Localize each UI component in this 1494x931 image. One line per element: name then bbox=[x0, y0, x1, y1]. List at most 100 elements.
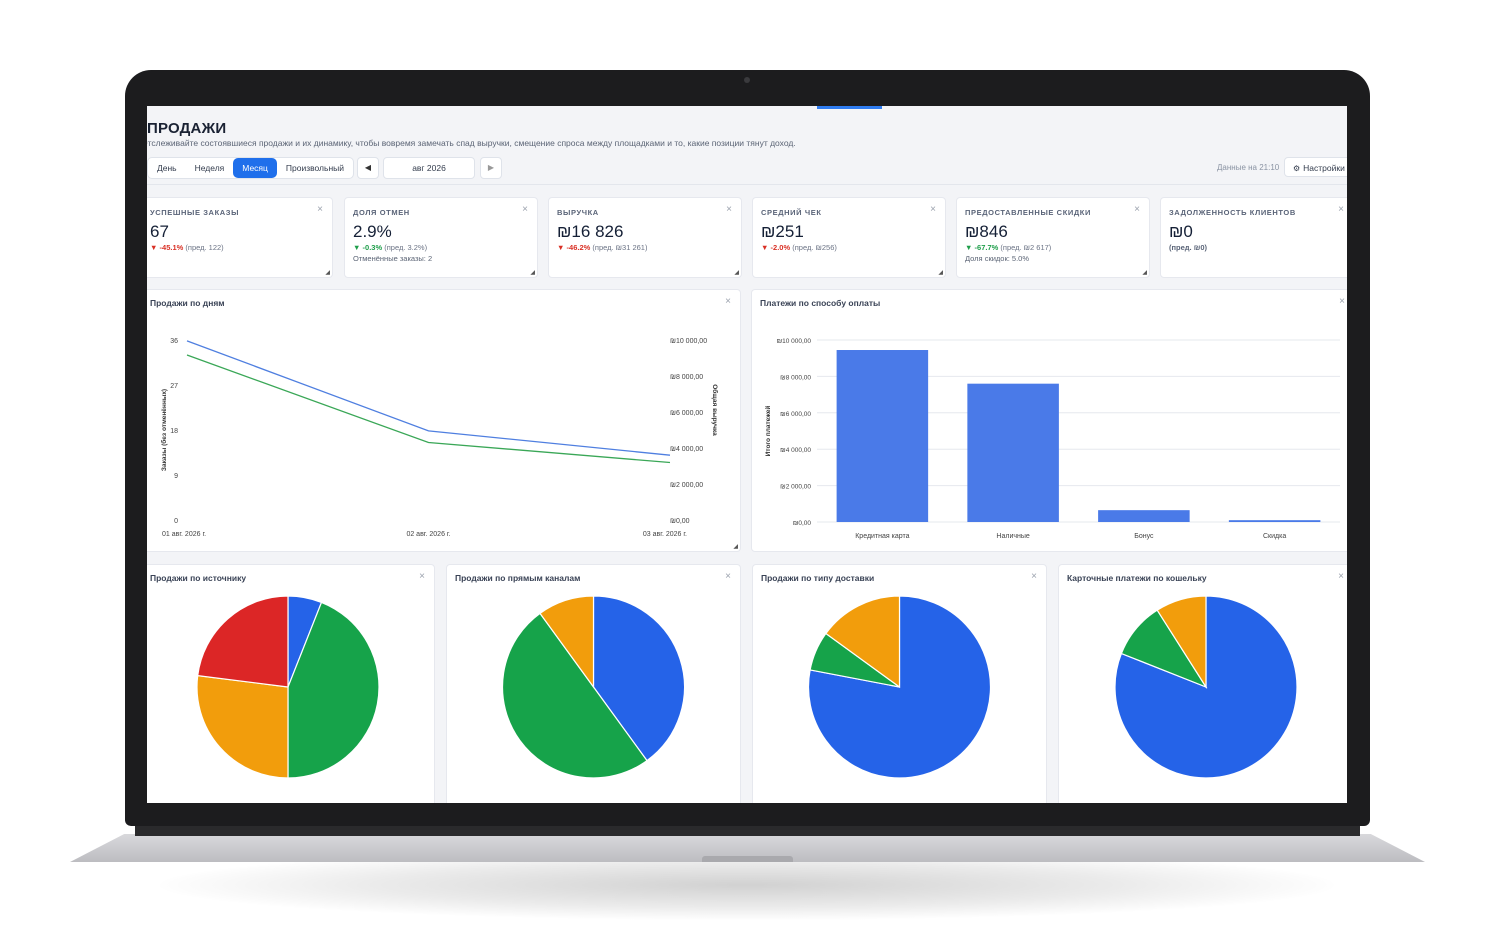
bar bbox=[1228, 520, 1321, 522]
pie-slice bbox=[1156, 595, 1207, 690]
current-period[interactable]: авг 2026 bbox=[383, 157, 475, 179]
panel-payments-by-method: Платежи по способу оплаты × ₪0,00 ₪2 000,… bbox=[751, 289, 1347, 552]
kpi-value: ₪0 bbox=[1169, 222, 1193, 241]
close-icon[interactable]: × bbox=[1338, 571, 1344, 582]
kpi-card-orders: УСПЕШНЫЕ ЗАКАЗЫ 67 ▼ -45.1% (пред. 122) … bbox=[147, 197, 333, 278]
kpi-extra: Отменённые заказы: 2 bbox=[353, 254, 433, 263]
y-axis-label: Заказы (без отменённых) bbox=[160, 389, 168, 471]
bar-chart: ₪0,00 ₪2 000,00 ₪4 000,00 ₪6 000,00 ₪8 000,0… bbox=[764, 338, 1340, 540]
kpi-value: 67 bbox=[150, 222, 169, 241]
y-axis-label: Итого платежей bbox=[764, 406, 772, 457]
pie-slice bbox=[807, 595, 992, 779]
close-icon[interactable]: × bbox=[419, 571, 425, 582]
down-arrow-icon: ▼ bbox=[965, 243, 973, 252]
settings-button[interactable]: ⚙ Настройки bbox=[1284, 157, 1347, 177]
x-tick-label: Бонус bbox=[1134, 533, 1154, 540]
resize-handle-icon[interactable]: ◢ bbox=[938, 270, 943, 276]
y-tick-label: 0 bbox=[174, 518, 178, 525]
period-custom[interactable]: Произвольный bbox=[285, 163, 345, 173]
line-chart: 0 9 18 27 36 ₪0,00 ₪2 000,00 ₪4 000,00 ₪6 000,00… bbox=[160, 338, 719, 538]
close-icon[interactable]: × bbox=[1339, 296, 1345, 307]
bar bbox=[967, 383, 1059, 522]
pie-slice bbox=[501, 612, 648, 779]
period-day[interactable]: День bbox=[157, 163, 177, 173]
kpi-value: ₪251 bbox=[761, 222, 804, 241]
close-icon[interactable]: × bbox=[1031, 571, 1037, 582]
close-icon[interactable]: × bbox=[1134, 204, 1140, 215]
laptop-notch bbox=[702, 856, 793, 862]
header-divider bbox=[147, 184, 1347, 185]
close-icon[interactable]: × bbox=[317, 204, 323, 215]
down-arrow-icon: ▼ bbox=[353, 243, 361, 252]
pie-slice bbox=[197, 595, 289, 688]
pie-chart-source bbox=[196, 595, 380, 779]
x-tick-label: 02 авг. 2026 г. bbox=[406, 531, 450, 538]
x-tick-label: 03 авг. 2026 г. bbox=[643, 531, 687, 538]
panel-title: Платежи по способу оплаты bbox=[760, 298, 881, 308]
period-month[interactable]: Месяц bbox=[233, 158, 277, 178]
y-tick-label: 36 bbox=[170, 338, 178, 345]
kpi-label: СРЕДНИЙ ЧЕК bbox=[761, 208, 822, 217]
kpi-label: ДОЛЯ ОТМЕН bbox=[353, 208, 410, 217]
panel-sales-by-day: Продажи по дням × ◢ 0 9 18 27 36 ₪0,00 ₪2 000,… bbox=[147, 289, 741, 552]
y-right-tick-label: ₪0,00 bbox=[670, 518, 690, 525]
resize-handle-icon[interactable]: ◢ bbox=[530, 270, 535, 276]
close-icon[interactable]: × bbox=[1338, 204, 1344, 215]
kpi-delta: ▼ -46.2% (пред. ₪31 261) bbox=[557, 243, 648, 252]
prev-period-button[interactable]: ◀ bbox=[357, 157, 379, 179]
kpi-card-revenue: ВЫРУЧКА ₪16 826 ▼ -46.2% (пред. ₪31 261)… bbox=[548, 197, 742, 278]
kpi-label: ВЫРУЧКА bbox=[557, 208, 599, 217]
kpi-label: ПРЕДОСТАВЛЕННЫЕ СКИДКИ bbox=[965, 208, 1091, 217]
resize-handle-icon[interactable]: ◢ bbox=[1142, 270, 1147, 276]
pie-chart-direct-channel bbox=[501, 595, 686, 779]
pie-slice bbox=[287, 601, 380, 779]
resize-handle-icon[interactable]: ◢ bbox=[325, 270, 330, 276]
y-right-axis-label: Общая выручка bbox=[711, 384, 719, 436]
gear-icon: ⚙ bbox=[1293, 164, 1301, 173]
laptop-hinge bbox=[135, 826, 1360, 836]
resize-handle-icon[interactable]: ◢ bbox=[734, 270, 739, 276]
y-tick-label: 9 bbox=[174, 473, 178, 480]
kpi-card-customer-debt: ЗАДОЛЖЕННОСТЬ КЛИЕНТОВ ₪0 (пред. ₪0) × bbox=[1160, 197, 1347, 278]
y-right-tick-label: ₪8 000,00 bbox=[670, 374, 703, 381]
x-tick-label: Наличные bbox=[996, 533, 1029, 540]
data-timestamp: Данные на 21:10 bbox=[1217, 163, 1280, 172]
close-icon[interactable]: × bbox=[522, 204, 528, 215]
close-icon[interactable]: × bbox=[726, 204, 732, 215]
pie-slice bbox=[825, 595, 901, 689]
page-title: ПРОДАЖИ bbox=[147, 120, 227, 137]
y-tick-label: ₪8 000,00 bbox=[780, 374, 811, 381]
y-tick-label: ₪10 000,00 bbox=[777, 338, 812, 345]
kpi-card-cancel-rate: ДОЛЯ ОТМЕН 2.9% ▼ -0.3% (пред. 3.2%) Отм… bbox=[344, 197, 538, 278]
x-tick-label: 01 авг. 2026 г. bbox=[162, 531, 206, 538]
pie-chart-wallet bbox=[1114, 595, 1298, 779]
pie-slice bbox=[196, 674, 289, 779]
x-tick-label: Кредитная карта bbox=[855, 533, 909, 540]
kpi-delta: (пред. ₪0) bbox=[1169, 243, 1208, 252]
y-right-tick-label: ₪10 000,00 bbox=[670, 338, 707, 345]
panel-title: Продажи по типу доставки bbox=[761, 573, 875, 583]
y-right-tick-label: ₪4 000,00 bbox=[670, 446, 703, 453]
y-tick-label: 18 bbox=[170, 428, 178, 435]
kpi-delta: ▼ -67.7% (пред. ₪2 617) bbox=[965, 243, 1052, 252]
resize-handle-icon[interactable]: ◢ bbox=[733, 544, 738, 550]
line-series-0 bbox=[186, 340, 671, 456]
period-week[interactable]: Неделя bbox=[194, 163, 225, 173]
dashboard-screen: ПРОДАЖИ Отслеживайте состоявшиеся продаж… bbox=[147, 106, 1347, 803]
y-right-tick-label: ₪6 000,00 bbox=[670, 410, 703, 417]
panel-card-by-wallet: Карточные платежи по кошельку × bbox=[1058, 564, 1347, 803]
kpi-label: ЗАДОЛЖЕННОСТЬ КЛИЕНТОВ bbox=[1169, 208, 1296, 217]
kpi-delta: ▼ -45.1% (пред. 122) bbox=[150, 243, 224, 252]
panel-sales-by-direct-channel: Продажи по прямым каналам × bbox=[446, 564, 741, 803]
kpi-value: 2.9% bbox=[353, 222, 392, 241]
pie-slice bbox=[592, 595, 686, 762]
y-tick-label: ₪0,00 bbox=[793, 520, 812, 527]
panel-title: Карточные платежи по кошельку bbox=[1067, 573, 1207, 583]
close-icon[interactable]: × bbox=[930, 204, 936, 215]
close-icon[interactable]: × bbox=[725, 571, 731, 582]
chevron-left-icon: ◀ bbox=[364, 163, 372, 172]
kpi-extra: Доля скидок: 5.0% bbox=[965, 254, 1030, 263]
next-period-button[interactable]: ▶ bbox=[480, 157, 502, 179]
bar bbox=[1098, 510, 1190, 522]
close-icon[interactable]: × bbox=[725, 296, 731, 307]
